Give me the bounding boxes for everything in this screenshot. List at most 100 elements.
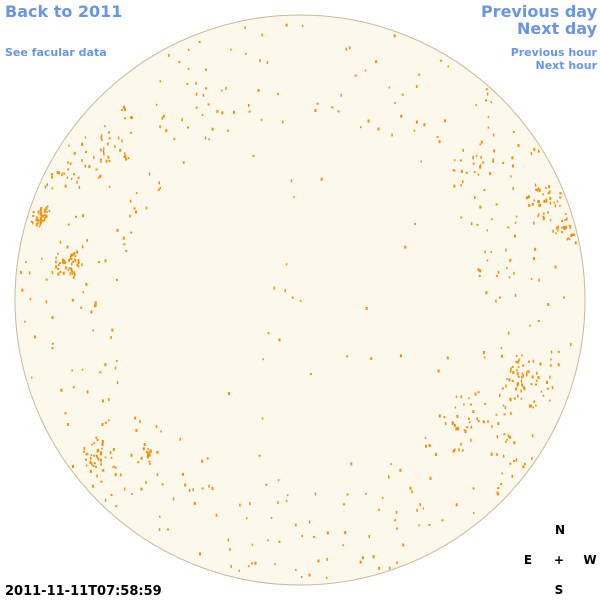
facula — [496, 453, 498, 456]
facula — [115, 505, 118, 508]
facula — [456, 414, 459, 418]
back-link[interactable]: Back to 2011 — [5, 2, 122, 21]
facula — [140, 487, 143, 491]
facular-link[interactable]: See facular data — [5, 46, 107, 59]
facula — [50, 173, 53, 176]
facula — [102, 468, 105, 472]
facula — [511, 380, 514, 383]
facula — [396, 527, 398, 530]
facula — [326, 557, 328, 561]
facula — [221, 111, 224, 115]
facula — [123, 152, 126, 155]
facula — [396, 561, 398, 565]
facula — [104, 421, 107, 424]
next-hour-link[interactable]: Next hour — [536, 59, 598, 72]
facula — [507, 331, 510, 335]
facula — [103, 152, 105, 156]
facula — [493, 149, 496, 153]
facula — [517, 394, 519, 398]
facula — [511, 164, 514, 168]
timestamp: 2011-11-11T07:58:59 — [5, 584, 162, 599]
facula — [39, 216, 42, 220]
facula — [464, 430, 467, 434]
facula — [557, 350, 560, 353]
facula — [521, 383, 524, 387]
facula — [260, 118, 263, 121]
facula — [534, 183, 537, 187]
facula — [35, 223, 38, 226]
facula — [391, 133, 393, 137]
facula — [45, 300, 48, 304]
facula — [466, 426, 469, 429]
facula — [458, 448, 460, 452]
facula — [259, 59, 261, 63]
facula — [511, 474, 513, 478]
facula — [40, 211, 43, 214]
facula — [438, 414, 441, 418]
facula — [530, 278, 533, 280]
facula — [238, 569, 240, 572]
facula — [472, 157, 474, 160]
facula — [413, 129, 416, 132]
facula — [64, 184, 67, 188]
facula — [565, 213, 567, 215]
facula — [453, 423, 456, 427]
facula — [549, 219, 552, 222]
facula — [346, 355, 349, 358]
facula — [515, 355, 518, 357]
facula — [365, 307, 368, 310]
facula — [537, 213, 540, 216]
facula — [437, 369, 440, 373]
facula — [204, 136, 207, 140]
facula — [474, 196, 476, 199]
previous-day-link[interactable]: Previous day — [481, 2, 598, 21]
facula — [340, 93, 342, 97]
facula — [416, 508, 418, 512]
facula — [125, 157, 128, 161]
facula — [566, 238, 568, 241]
facula — [549, 364, 552, 367]
facula — [515, 458, 517, 462]
facula — [528, 360, 530, 363]
previous-hour-link[interactable]: Previous hour — [511, 46, 598, 59]
facular-dots — [19, 23, 577, 579]
facula — [346, 493, 349, 496]
facula — [57, 272, 60, 276]
facula — [314, 492, 317, 496]
facula — [453, 169, 456, 172]
facula — [99, 371, 102, 374]
next-day-link[interactable]: Next day — [517, 19, 598, 38]
facula — [100, 135, 103, 139]
facula — [81, 142, 84, 146]
facula — [119, 148, 122, 152]
facula — [476, 417, 478, 421]
facula — [95, 454, 98, 458]
facula — [100, 458, 102, 462]
facula — [570, 235, 573, 238]
facula — [565, 225, 568, 229]
facula — [124, 107, 127, 111]
facula — [492, 160, 495, 163]
facula — [99, 158, 102, 161]
facula — [158, 528, 161, 532]
facula — [394, 101, 396, 104]
facula — [96, 449, 99, 453]
facula — [472, 487, 475, 490]
facula — [105, 159, 108, 163]
facula — [101, 440, 104, 443]
facula — [470, 222, 473, 226]
facula — [77, 176, 80, 179]
facula — [477, 420, 480, 423]
facula — [485, 291, 488, 295]
facula — [528, 370, 530, 374]
facula — [46, 205, 49, 208]
facula — [411, 490, 413, 494]
facula — [159, 187, 161, 189]
facula — [140, 456, 143, 460]
facula — [261, 33, 263, 37]
facula — [24, 320, 26, 323]
facula — [91, 484, 94, 488]
facula — [168, 53, 170, 57]
facula — [148, 172, 151, 176]
facula — [86, 452, 89, 455]
